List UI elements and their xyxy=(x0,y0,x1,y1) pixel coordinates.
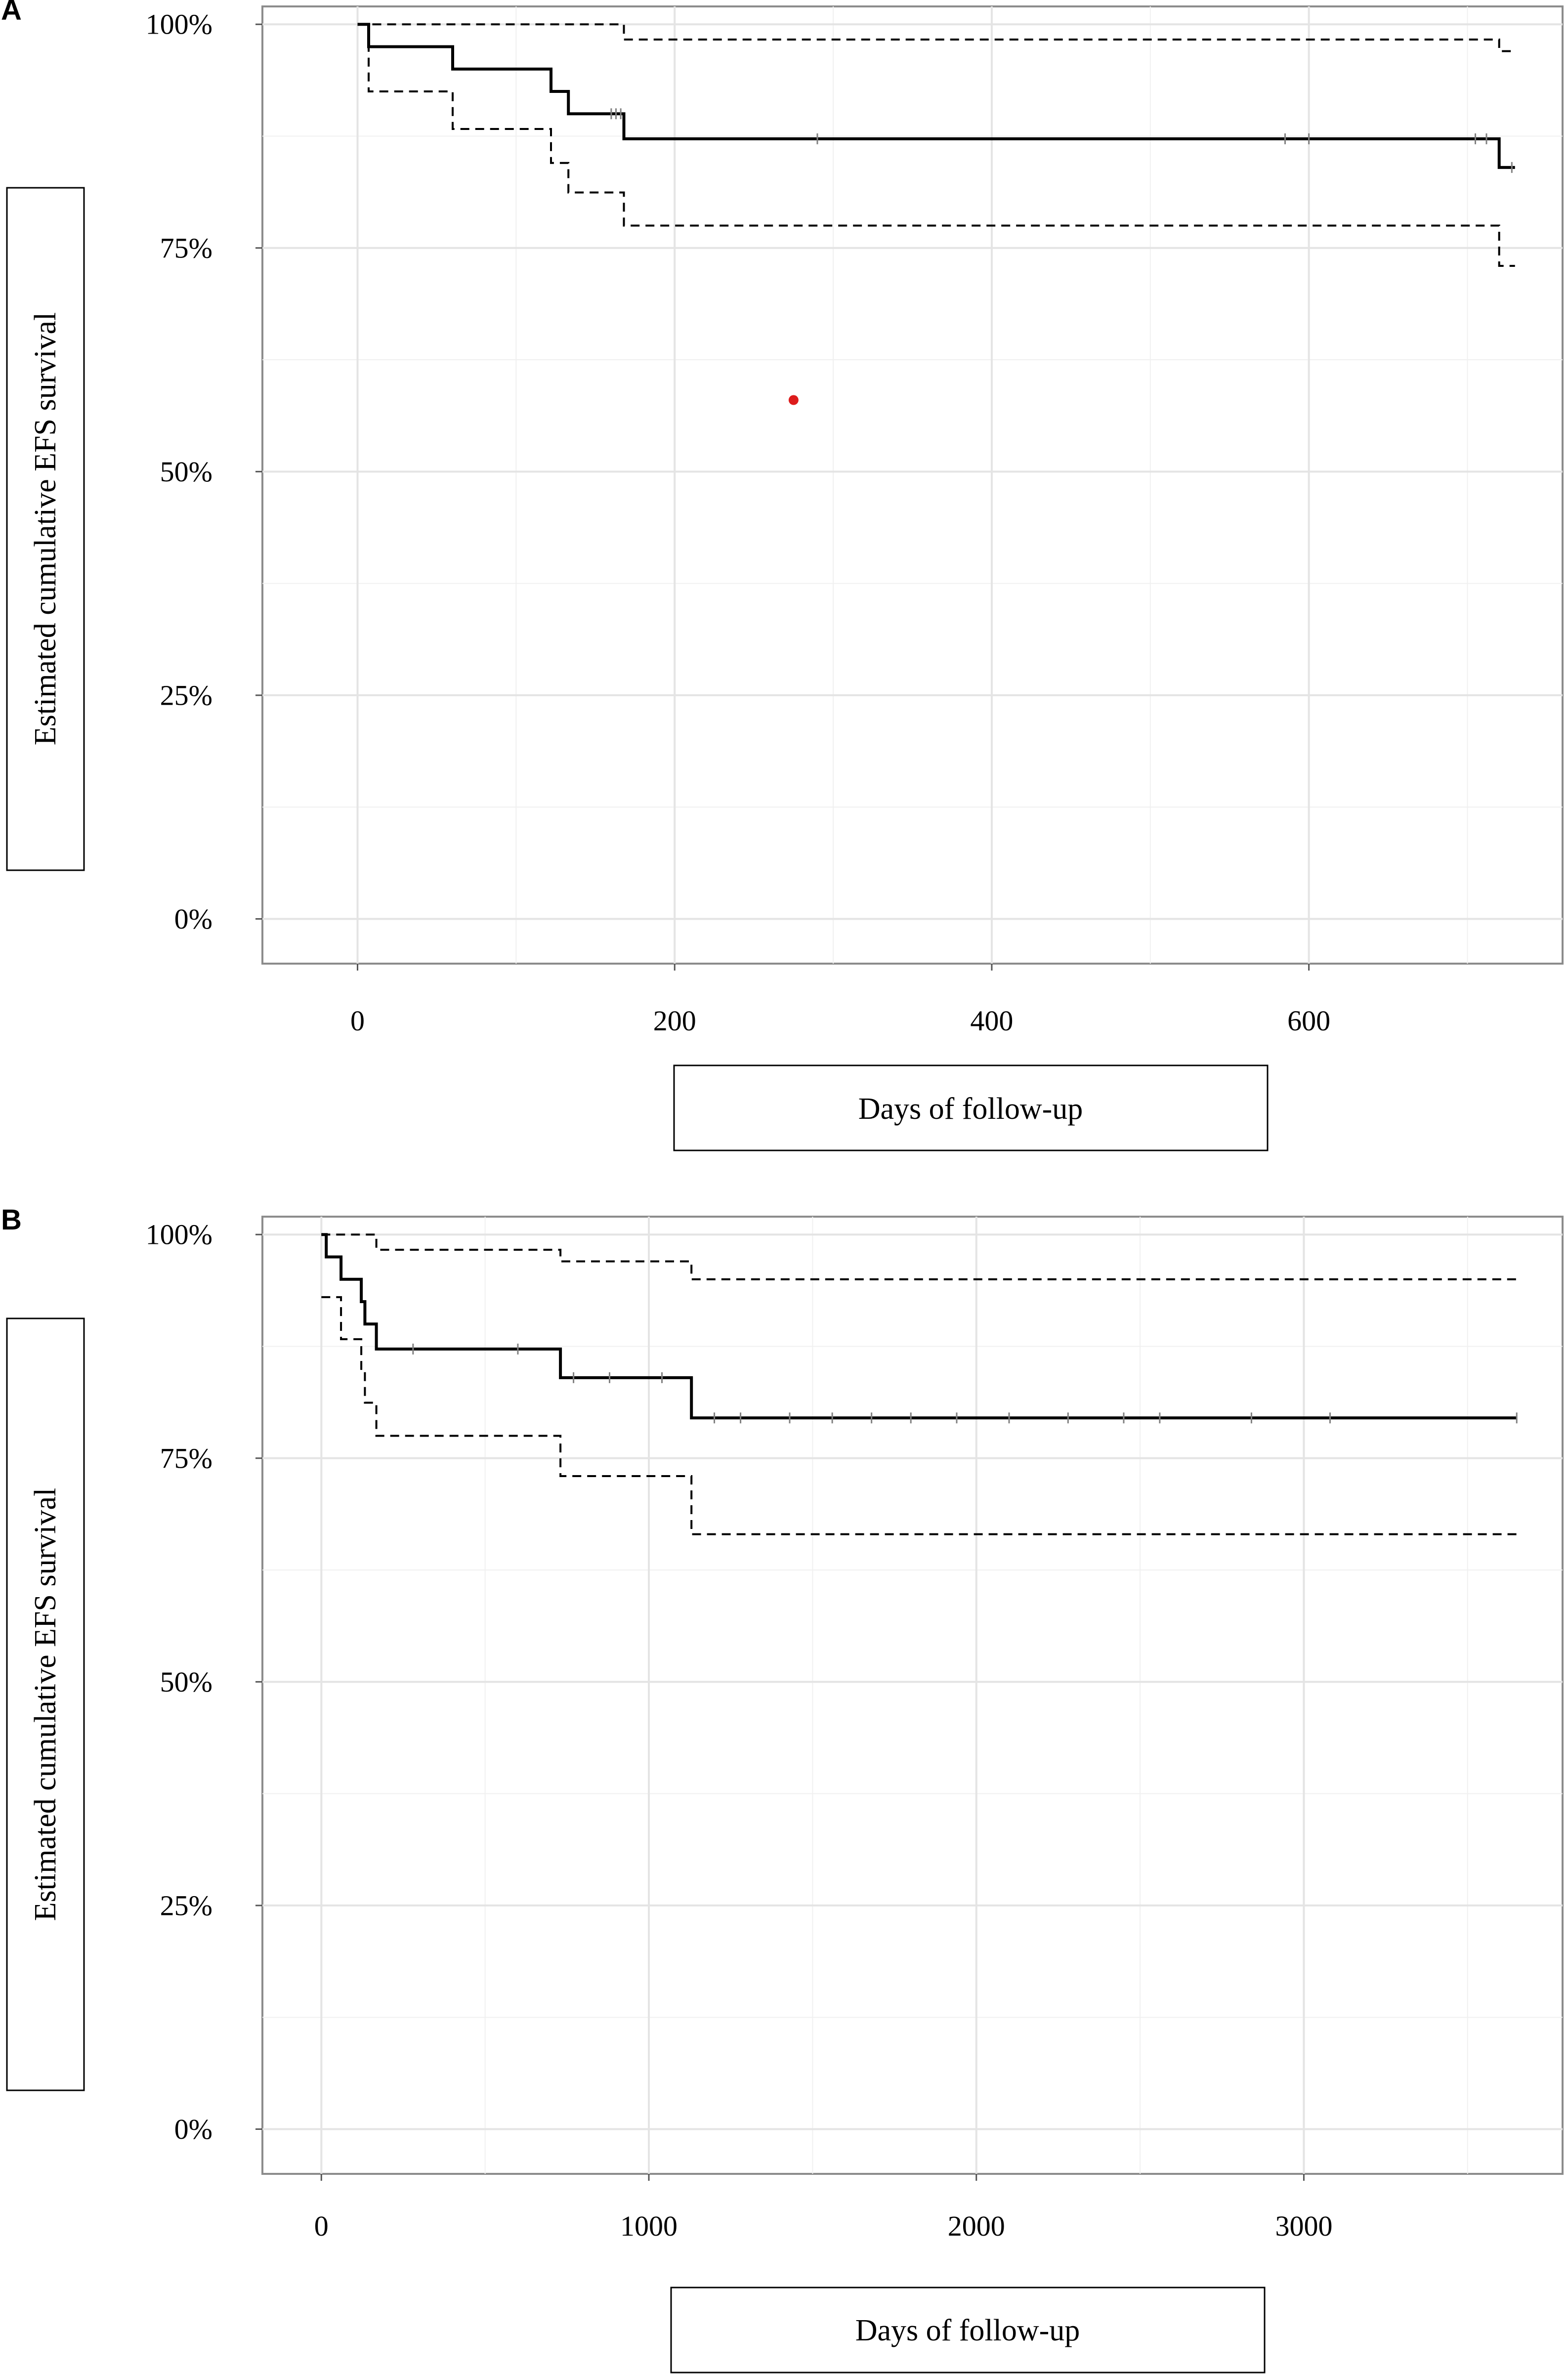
panel-b-upper-ci-line xyxy=(321,1233,1517,1280)
grid-a xyxy=(262,6,1563,964)
survival-lines-a xyxy=(357,23,1515,267)
panel-a-x-tick-label: 200 xyxy=(653,1005,696,1037)
panel-a-y-tick-label: 25% xyxy=(160,679,212,711)
x-axis-title-box-a xyxy=(673,1064,1269,1151)
censor-marks-a xyxy=(610,108,1513,173)
axis-ticks-a xyxy=(255,23,1310,971)
panel-a-y-tick-label: 50% xyxy=(160,456,212,488)
plot-area-a xyxy=(261,5,1564,965)
panel-label-a: A xyxy=(1,0,22,26)
panel-b-x-tick-label: 2000 xyxy=(948,2210,1005,2242)
survival-lines-b xyxy=(321,1233,1517,1535)
plot-area-b xyxy=(261,1216,1564,2175)
panel-a-red-dot xyxy=(788,395,799,405)
panel-b-x-tick-label: 0 xyxy=(314,2210,329,2242)
y-axis-title-box-b xyxy=(6,1317,85,2091)
panel-b-estimate-line xyxy=(321,1233,1517,1420)
panel-b: B 0 1000 2000 3000 0% 25% 50% 75% 100% Estimated… xyxy=(1,1204,1564,2374)
panel-a-x-tick-label: 600 xyxy=(1287,1005,1330,1037)
panel-b-y-tick-label: 75% xyxy=(160,1442,212,1474)
panel-a-y-tick-label: 100% xyxy=(146,8,212,41)
panel-a-lower-ci-line xyxy=(357,23,1515,267)
panel-a-y-tick-label: 0% xyxy=(174,903,212,935)
y-axis-title-a: Estimated cumulative EFS survival xyxy=(29,312,62,745)
y-axis-title-b: Estimated cumulative EFS survival xyxy=(29,1488,62,1921)
panel-a: A 0 200 400 600 0% 25% 50% 75% 100% Estimated cu… xyxy=(1,0,1564,1151)
panel-b-x-tick-label: 1000 xyxy=(620,2210,678,2242)
grid-b xyxy=(262,1217,1563,2174)
panel-label-b: B xyxy=(1,1204,22,1236)
panel-a-upper-ci-line xyxy=(357,23,1515,52)
annotations-a xyxy=(788,395,799,405)
panel-b-x-tick-label: 3000 xyxy=(1275,2210,1332,2242)
y-axis-title-box-a xyxy=(6,187,85,871)
axis-ticks-b xyxy=(255,1233,1305,2181)
panel-a-x-tick-label: 0 xyxy=(350,1005,365,1037)
panel-b-lower-ci-line xyxy=(321,1296,1517,1535)
x-axis-title-b: Days of follow-up xyxy=(855,2314,1080,2347)
panel-b-y-tick-label: 25% xyxy=(160,1889,212,1921)
tick-labels-a: 0 200 400 600 0% 25% 50% 75% 100% xyxy=(146,8,1330,1037)
x-axis-title-box-b xyxy=(670,2287,1266,2374)
panel-b-y-tick-label: 0% xyxy=(174,2113,212,2145)
panel-b-y-tick-label: 50% xyxy=(160,1666,212,1698)
panel-a-x-tick-label: 400 xyxy=(970,1005,1013,1037)
tick-labels-b: 0 1000 2000 3000 0% 25% 50% 75% 100% xyxy=(146,1219,1333,2242)
panel-a-y-tick-label: 75% xyxy=(160,232,212,264)
x-axis-title-a: Days of follow-up xyxy=(858,1092,1083,1126)
panel-a-estimate-line xyxy=(357,23,1515,169)
panel-b-y-tick-label: 100% xyxy=(146,1219,212,1251)
censor-marks-b xyxy=(412,1343,1518,1424)
